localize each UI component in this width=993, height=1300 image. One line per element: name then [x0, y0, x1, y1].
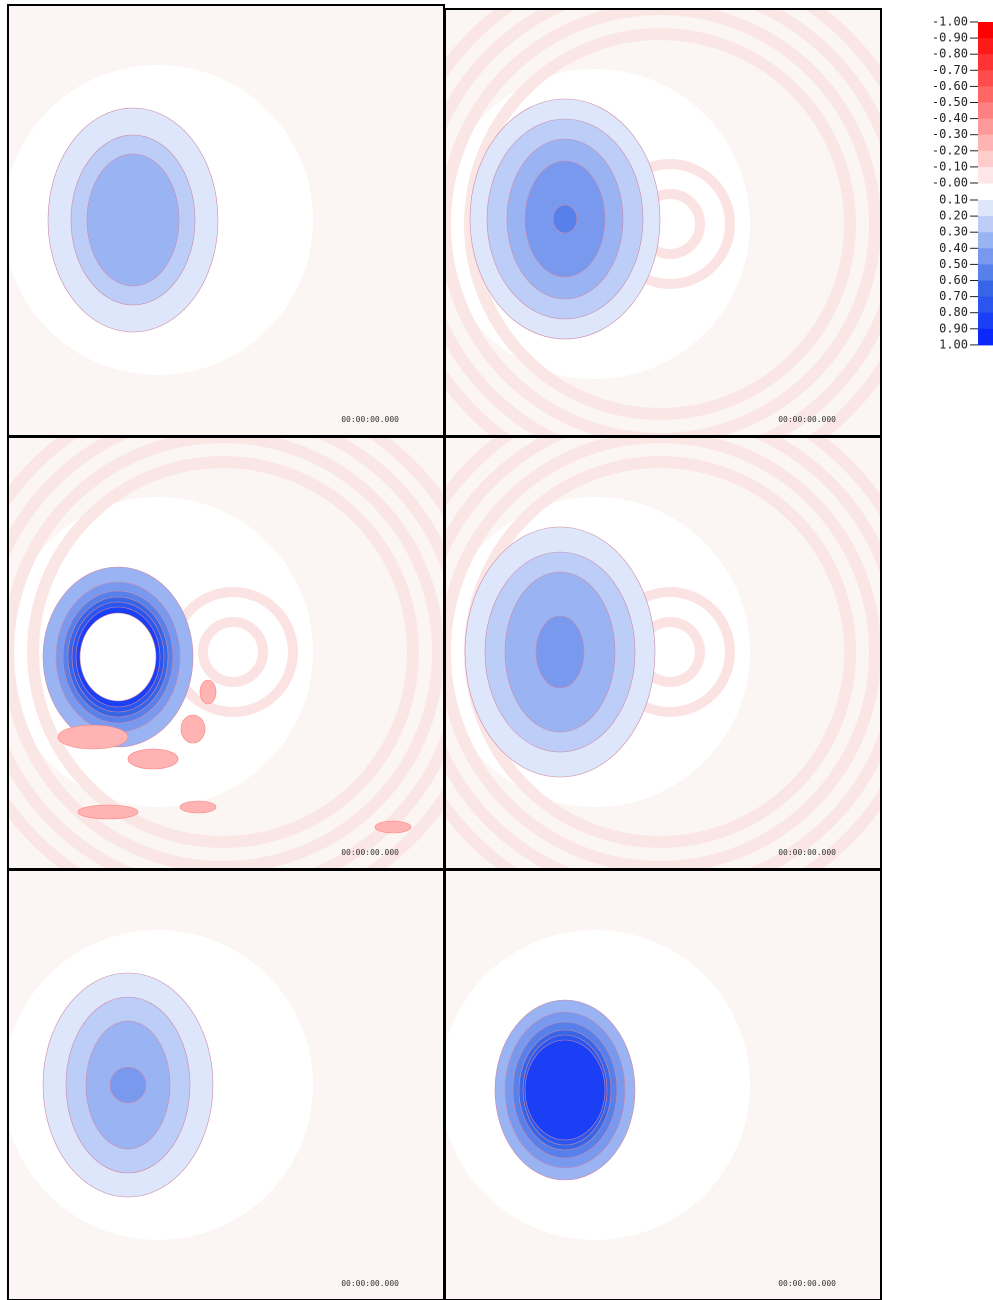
colorbar-tick-label: 0.20 [939, 209, 968, 223]
colorbar-tick-label: 0.80 [939, 305, 968, 319]
colorbar-tick-label: 0.30 [939, 225, 968, 239]
colorbar-tick-label: 0.40 [939, 241, 968, 255]
colorbar-segment [978, 103, 993, 120]
negative-band [181, 715, 205, 743]
colorbar-tick-label: -0.90 [932, 31, 968, 45]
contour-band [80, 613, 156, 701]
colorbar-tick-label: 1.00 [939, 337, 968, 351]
colorbar-tick-label: -0.50 [932, 95, 968, 109]
colorbar-segment [978, 22, 993, 39]
field [440, 870, 881, 1300]
field [395, 387, 925, 917]
timestamp: 00:00:00.000 [341, 1279, 399, 1288]
page: 00:00:00.000 00:00:00.000 00:00:00.000 00:0… [0, 0, 993, 1300]
colorbar-segment [978, 151, 993, 168]
colorbar-tick-label: -0.60 [932, 79, 968, 93]
contour-panel: 00:00:00.000 [3, 870, 444, 1300]
colorbar-tick-label: 0.50 [939, 257, 968, 271]
field [3, 870, 444, 1300]
colorbar-segment [978, 119, 993, 136]
colorbar-tick-label: 0.90 [939, 321, 968, 335]
negative-band [200, 680, 216, 704]
timestamp: 00:00:00.000 [778, 1279, 836, 1288]
contour-panel: 00:00:00.000 [0, 387, 488, 917]
contour-band [110, 1067, 146, 1103]
colorbar-segment [978, 70, 993, 87]
contour-panel: 00:00:00.000 [395, 0, 925, 489]
colorbar-segment [978, 135, 993, 152]
colorbar-segment [978, 54, 993, 71]
colorbar-tick-label: 0.70 [939, 289, 968, 303]
colorbar-tick-label: -0.70 [932, 63, 968, 77]
colorbar-segment [978, 264, 993, 281]
panel-grid: 00:00:00.000 00:00:00.000 00:00:00.000 00:0… [0, 0, 925, 1300]
colorbar-segment [978, 232, 993, 249]
contour-band [536, 616, 584, 688]
colorbar-segment [978, 200, 993, 217]
contour-band [525, 1040, 605, 1140]
contour-panel: 00:00:00.000 [395, 387, 925, 917]
contour-panel: 00:00:00.000 [3, 5, 444, 436]
colorbar-tick-label: -0.20 [932, 143, 968, 157]
timestamp: 00:00:00.000 [341, 415, 399, 424]
colorbar-tick-label: -0.10 [932, 159, 968, 173]
contour-band [553, 205, 577, 233]
negative-band [375, 821, 411, 833]
colorbar-tick-label: -1.00 [932, 15, 968, 29]
timestamp: 00:00:00.000 [778, 848, 836, 857]
colorbar-tick-label: 0.10 [939, 193, 968, 207]
colorbar-segment [978, 313, 993, 330]
field [0, 387, 488, 917]
negative-band [128, 749, 178, 769]
colorbar-segment [978, 248, 993, 265]
timestamp: 00:00:00.000 [778, 415, 836, 424]
contour-panel: 00:00:00.000 [440, 870, 881, 1300]
colorbar-segment [978, 167, 993, 184]
colorbar: -1.00 -0.90 -0.80 -0.70 -0.60 -0.50 -0.40 -0.30… [932, 15, 993, 352]
colorbar-tick-label: -0.30 [932, 127, 968, 141]
field [395, 0, 925, 489]
colorbar-segment [978, 86, 993, 103]
colorbar-tick-label: -0.80 [932, 47, 968, 61]
colorbar-segment [978, 216, 993, 233]
negative-band [58, 725, 128, 749]
colorbar-segment [978, 281, 993, 298]
field [3, 5, 444, 436]
colorbar-segment [978, 297, 993, 314]
colorbar-tick-label: -0.00 [932, 176, 968, 190]
colorbar-segment [978, 38, 993, 55]
contour-band [87, 154, 179, 286]
negative-band [78, 805, 138, 819]
colorbar-tick-label: -0.40 [932, 111, 968, 125]
timestamp: 00:00:00.000 [341, 848, 399, 857]
colorbar-tick-label: 0.60 [939, 273, 968, 287]
colorbar-segment [978, 329, 993, 346]
negative-band [180, 801, 216, 813]
